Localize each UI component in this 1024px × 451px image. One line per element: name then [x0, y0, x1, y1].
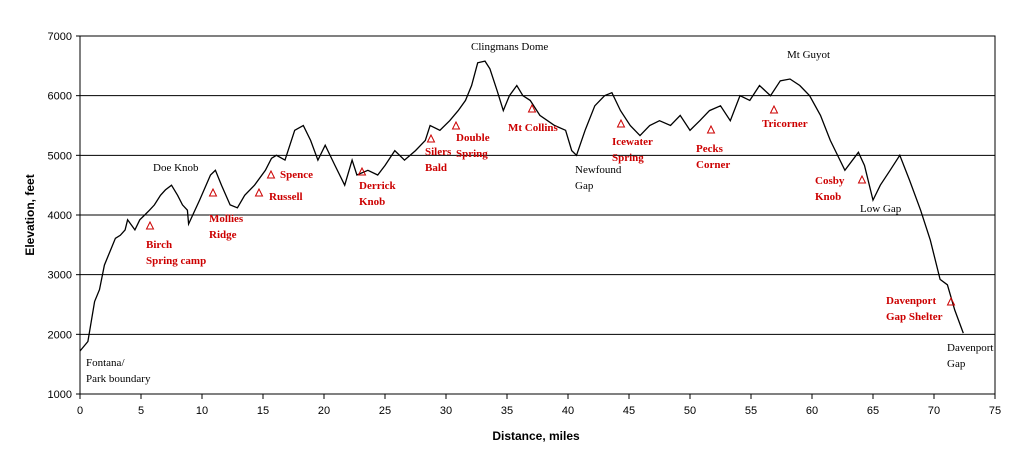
y-tick-label: 2000 — [48, 329, 72, 341]
annotation: Fontana/ — [86, 357, 125, 369]
annotation: Clingmans Dome — [471, 41, 548, 53]
shelter-marker — [857, 174, 867, 184]
annotation: Gap Shelter — [886, 311, 943, 323]
annotation: Spring — [612, 152, 644, 164]
x-tick-label: 25 — [379, 405, 391, 417]
x-tick-label: 10 — [196, 405, 208, 417]
annotation: Davenport — [886, 295, 936, 307]
shelter-marker — [946, 296, 956, 306]
annotation: Corner — [696, 159, 730, 171]
x-tick-label: 75 — [989, 405, 1001, 417]
x-tick-label: 35 — [501, 405, 513, 417]
x-tick-label: 50 — [684, 405, 696, 417]
annotation: Tricorner — [762, 118, 808, 130]
x-tick-label: 30 — [440, 405, 452, 417]
annotation: Icewater — [612, 136, 653, 148]
x-tick-label: 65 — [867, 405, 879, 417]
annotation: Low Gap — [860, 203, 902, 215]
annotation: Russell — [269, 191, 303, 203]
x-tick-label: 5 — [138, 405, 144, 417]
annotation: Mt Guyot — [787, 49, 830, 61]
shelter-marker — [426, 133, 436, 143]
shelter-marker — [266, 169, 276, 179]
y-tick-label: 6000 — [48, 91, 72, 103]
y-tick-label: 5000 — [48, 150, 72, 162]
annotation: Davenport — [947, 342, 993, 354]
x-tick-label: 55 — [745, 405, 757, 417]
shelter-marker — [769, 104, 779, 114]
y-tick-label: 3000 — [48, 270, 72, 282]
x-tick-label: 20 — [318, 405, 330, 417]
annotation: Ridge — [209, 229, 237, 241]
x-tick-label: 60 — [806, 405, 818, 417]
annotation: Spring camp — [146, 255, 206, 267]
y-tick-label: 1000 — [48, 389, 72, 401]
annotation: Spence — [280, 169, 313, 181]
annotation: Cosby — [815, 175, 845, 187]
shelter-marker — [145, 220, 155, 230]
x-tick-label: 15 — [257, 405, 269, 417]
annotation: Double — [456, 132, 490, 144]
annotation: Birch — [146, 239, 172, 251]
shelter-marker — [706, 124, 716, 134]
shelter-marker — [254, 187, 264, 197]
shelter-marker — [357, 166, 367, 176]
shelter-marker — [451, 120, 461, 130]
annotation: Knob — [359, 196, 385, 208]
annotation: Pecks — [696, 143, 724, 155]
annotation: Gap — [575, 180, 594, 192]
annotation: Knob — [815, 191, 841, 203]
annotation: Spring — [456, 148, 488, 160]
x-axis-label: Distance, miles — [492, 429, 580, 443]
annotation: Silers — [425, 146, 452, 158]
shelter-marker — [616, 118, 626, 128]
x-tick-label: 45 — [623, 405, 635, 417]
x-tick-label: 70 — [928, 405, 940, 417]
y-tick-label: 4000 — [48, 210, 72, 222]
annotation: Doe Knob — [153, 162, 199, 174]
x-tick-label: 40 — [562, 405, 574, 417]
annotation: Mt Collins — [508, 122, 559, 134]
shelter-marker — [208, 187, 218, 197]
annotation: Gap — [947, 358, 966, 370]
plot-frame — [79, 35, 996, 395]
annotation: Park boundary — [86, 373, 151, 385]
x-tick-label: 0 — [77, 405, 83, 417]
annotation: Derrick — [359, 180, 397, 192]
elevation-line — [79, 60, 964, 352]
annotation: Newfound — [575, 164, 622, 176]
annotation: Mollies — [209, 213, 244, 225]
annotation: Bald — [425, 162, 447, 174]
y-tick-label: 7000 — [48, 31, 72, 43]
y-axis-label: Elevation, feet — [23, 174, 37, 255]
shelter-marker — [527, 103, 537, 113]
